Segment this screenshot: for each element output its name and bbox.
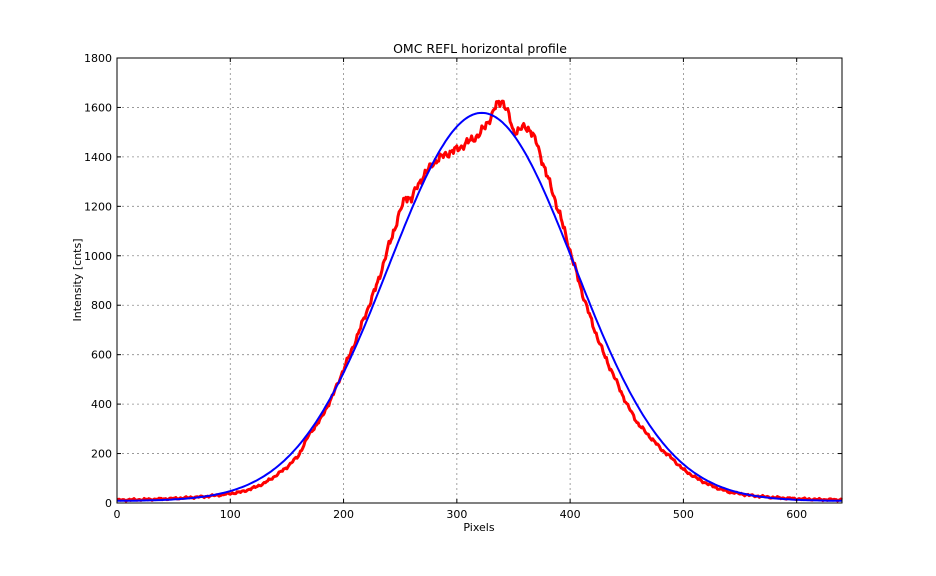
ticks: 0 100 200 300 400 500 600 0 200 400 600 800 1000 1200… bbox=[84, 52, 842, 521]
chart-title: OMC REFL horizontal profile bbox=[393, 41, 567, 56]
y-tick-label: 0 bbox=[105, 497, 112, 510]
y-tick-label: 1400 bbox=[84, 151, 112, 164]
x-tick-label: 600 bbox=[786, 508, 807, 521]
axes-frame bbox=[116, 57, 843, 504]
y-tick-label: 1800 bbox=[84, 52, 112, 65]
x-tick-label: 400 bbox=[560, 508, 581, 521]
x-tick-label: 0 bbox=[114, 508, 121, 521]
y-tick-label: 1000 bbox=[84, 250, 112, 263]
y-tick-label: 800 bbox=[91, 299, 112, 312]
x-tick-label: 500 bbox=[673, 508, 694, 521]
plot-area: 0 100 200 300 400 500 600 0 200 400 600 800 1000 1200… bbox=[84, 52, 843, 521]
grid-lines bbox=[117, 58, 842, 503]
y-axis-title: Intensity [cnts] bbox=[71, 238, 84, 321]
x-tick-label: 300 bbox=[446, 508, 467, 521]
y-tick-label: 1600 bbox=[84, 101, 112, 114]
measured-profile-line bbox=[116, 99, 843, 503]
y-tick-label: 1200 bbox=[84, 200, 112, 213]
x-axis-title: Pixels bbox=[463, 521, 494, 534]
x-tick-label: 100 bbox=[220, 508, 241, 521]
series-layer bbox=[116, 99, 843, 503]
y-tick-label: 600 bbox=[91, 349, 112, 362]
y-tick-label: 200 bbox=[91, 448, 112, 461]
gaussian-fit-line bbox=[117, 111, 842, 502]
x-tick-label: 200 bbox=[333, 508, 354, 521]
y-tick-label: 400 bbox=[91, 398, 112, 411]
